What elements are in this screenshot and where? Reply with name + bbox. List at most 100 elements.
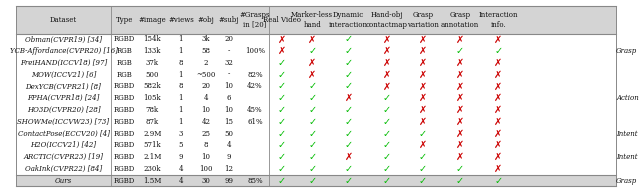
Text: Marker-less
hand: Marker-less hand	[291, 11, 333, 29]
Text: ✓: ✓	[278, 58, 286, 68]
Text: ✗: ✗	[383, 81, 391, 91]
Text: RGB: RGB	[116, 47, 132, 55]
Text: ✗: ✗	[456, 93, 464, 103]
Text: ✗: ✗	[383, 46, 391, 56]
Text: ✓: ✓	[308, 176, 316, 186]
Text: 230k: 230k	[143, 165, 161, 173]
Text: ✗: ✗	[456, 81, 464, 91]
Text: MOW(ICCV21) [6]: MOW(ICCV21) [6]	[31, 71, 96, 79]
Text: 3k: 3k	[202, 35, 210, 43]
Text: 2.1M: 2.1M	[143, 153, 161, 161]
Text: Ours: Ours	[55, 177, 72, 184]
Text: 100: 100	[199, 165, 212, 173]
Text: ✗: ✗	[308, 58, 316, 68]
Text: -: -	[228, 47, 230, 55]
Text: ✓: ✓	[344, 34, 353, 44]
Text: ContactPose(ECCV20) [4]: ContactPose(ECCV20) [4]	[17, 129, 109, 138]
Text: ✓: ✓	[383, 164, 391, 174]
Text: 571k: 571k	[143, 141, 161, 149]
Text: ✗: ✗	[494, 129, 502, 139]
Text: 2.9M: 2.9M	[143, 129, 161, 138]
Text: #obj: #obj	[198, 16, 214, 24]
Text: ✓: ✓	[278, 164, 286, 174]
Text: ✗: ✗	[278, 46, 286, 56]
Text: ✗: ✗	[456, 105, 464, 115]
Text: 42%: 42%	[247, 82, 262, 91]
Text: 133k: 133k	[143, 47, 161, 55]
Text: 10: 10	[202, 153, 211, 161]
Text: ✓: ✓	[456, 164, 464, 174]
Text: FPHA(CVPR18) [24]: FPHA(CVPR18) [24]	[28, 94, 100, 102]
Text: ✗: ✗	[419, 105, 427, 115]
Bar	[16, 6, 616, 33]
Text: Type: Type	[115, 16, 133, 24]
Text: ✓: ✓	[308, 152, 316, 162]
Text: Grasp: Grasp	[616, 177, 637, 184]
Text: ✗: ✗	[344, 152, 353, 162]
Text: 45%: 45%	[247, 106, 262, 114]
Text: ✓: ✓	[494, 176, 502, 186]
Text: 4: 4	[204, 94, 208, 102]
Text: OakInk(CVPR22) [84]: OakInk(CVPR22) [84]	[25, 165, 102, 173]
Text: ✓: ✓	[383, 140, 391, 150]
Text: ✓: ✓	[344, 117, 353, 127]
Text: ✓: ✓	[308, 129, 316, 139]
Text: RGBD: RGBD	[113, 106, 135, 114]
Text: 10: 10	[202, 106, 211, 114]
Text: DexYCB(CVPR21) [8]: DexYCB(CVPR21) [8]	[26, 82, 102, 91]
Text: Obman(CVPR19) [34]: Obman(CVPR19) [34]	[25, 35, 102, 43]
Text: ✗: ✗	[456, 117, 464, 127]
Text: 2: 2	[204, 59, 208, 67]
Text: Grasp
annotation: Grasp annotation	[440, 11, 479, 29]
Text: ✗: ✗	[456, 34, 464, 44]
Text: ✓: ✓	[344, 58, 353, 68]
Text: ✓: ✓	[344, 105, 353, 115]
Text: ✗: ✗	[494, 70, 502, 80]
Text: ✗: ✗	[419, 58, 427, 68]
Text: RGBD: RGBD	[113, 141, 135, 149]
Text: ✓: ✓	[494, 46, 502, 56]
Text: 105k: 105k	[143, 94, 161, 102]
Text: 87k: 87k	[146, 118, 159, 126]
Text: 42: 42	[202, 118, 211, 126]
Text: ✓: ✓	[383, 152, 391, 162]
Text: RGB: RGB	[116, 59, 132, 67]
Text: 1: 1	[179, 106, 183, 114]
Text: ✓: ✓	[278, 81, 286, 91]
Text: ✓: ✓	[383, 105, 391, 115]
Text: 4: 4	[179, 177, 183, 184]
Text: RGB: RGB	[116, 71, 132, 79]
Text: ✗: ✗	[308, 34, 316, 44]
Text: Dynamic
interaction: Dynamic interaction	[329, 11, 368, 29]
Text: 85%: 85%	[247, 177, 262, 184]
Text: 1: 1	[179, 94, 183, 102]
Text: 4: 4	[227, 141, 231, 149]
Text: ✓: ✓	[278, 105, 286, 115]
Text: ✓: ✓	[344, 140, 353, 150]
Text: ✓: ✓	[383, 117, 391, 127]
Text: 20: 20	[202, 82, 211, 91]
Text: ✓: ✓	[383, 176, 391, 186]
Text: ✓: ✓	[419, 176, 427, 186]
Text: ✓: ✓	[456, 46, 464, 56]
Text: ✓: ✓	[308, 105, 316, 115]
Text: ✗: ✗	[456, 140, 464, 150]
Text: FreiHAND(ICCV18) [97]: FreiHAND(ICCV18) [97]	[20, 59, 107, 67]
Text: Interaction
info.: Interaction info.	[479, 11, 518, 29]
Text: Grasp
variation: Grasp variation	[407, 11, 439, 29]
Text: Dataset: Dataset	[50, 16, 77, 24]
Text: 61%: 61%	[247, 118, 262, 126]
Text: 1: 1	[179, 118, 183, 126]
Text: ✗: ✗	[456, 129, 464, 139]
Text: ✓: ✓	[278, 152, 286, 162]
Text: 30: 30	[202, 177, 211, 184]
Text: 9: 9	[227, 153, 231, 161]
Text: ✓: ✓	[344, 129, 353, 139]
Text: ✓: ✓	[308, 140, 316, 150]
Text: RGBD: RGBD	[113, 153, 135, 161]
Text: RGBD: RGBD	[113, 82, 135, 91]
Text: ✗: ✗	[494, 93, 502, 103]
Text: 8: 8	[179, 59, 183, 67]
Text: 15: 15	[225, 118, 234, 126]
Text: ✓: ✓	[419, 164, 427, 174]
